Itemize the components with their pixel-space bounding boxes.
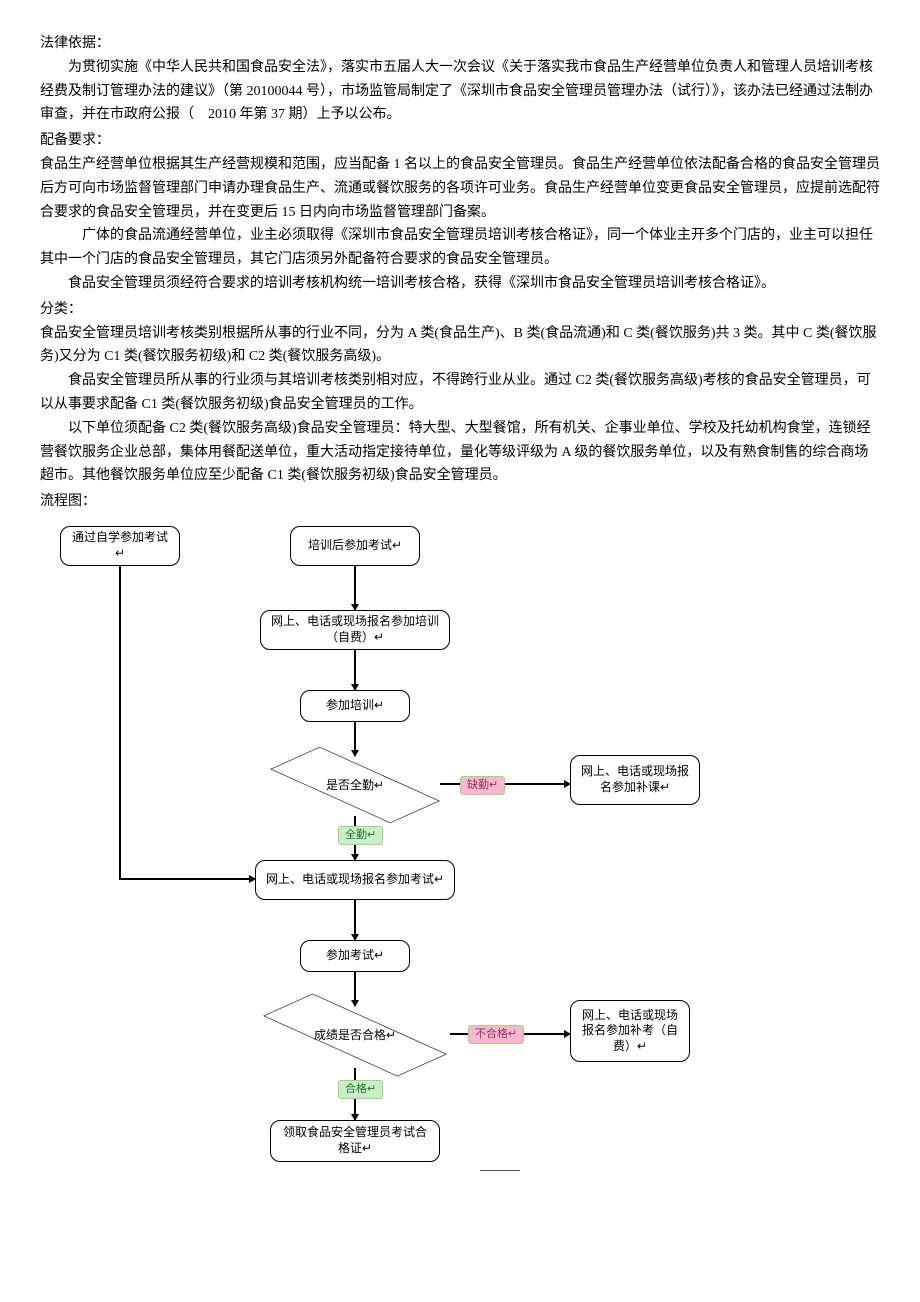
heading-flowchart: 流程图： [40,490,880,514]
node-pass-decision: 成绩是否合格↵ [260,1000,450,1070]
node-pass-label: 成绩是否合格↵ [314,1025,396,1045]
arrow-down-icon [351,854,359,861]
arrow-right-icon [249,875,256,883]
node-self-study: 通过自学参加考试↵ [60,526,180,566]
para-req-1: 食品生产经营单位根据其生产经营规模和范围，应当配备 1 名以上的食品安全管理员。… [40,153,880,224]
edge [119,566,121,880]
heading-legal-basis: 法律依据： [40,32,880,56]
badge-absent: 缺勤↵ [460,776,505,795]
node-register-training: 网上、电话或现场报名参加培训（自费）↵ [260,610,450,650]
node-register-exam: 网上、电话或现场报名参加考试↵ [255,860,455,900]
page-marker [480,1170,520,1171]
para-req-2: 广体的食品流通经营单位，业主必须取得《深圳市食品安全管理员培训考核合格证》，同一… [40,224,880,272]
arrow-right-icon [564,780,571,788]
node-full-attendance-label: 是否全勤↵ [326,775,384,795]
heading-classification: 分类： [40,298,880,322]
para-class-1: 食品安全管理员培训考核类别根据所从事的行业不同，分为 A 类(食品生产)、B 类… [40,322,880,370]
badge-pass: 合格↵ [338,1080,383,1099]
node-take-exam: 参加考试↵ [300,940,410,972]
badge-full-attendance: 全勤↵ [338,826,383,845]
node-makeup-class: 网上、电话或现场报名参加补课↵ [570,755,700,805]
node-attend-training: 参加培训↵ [300,690,410,722]
arrow-down-icon [351,684,359,691]
arrow-down-icon [351,604,359,611]
arrow-down-icon [351,1000,359,1007]
flowchart-container: 通过自学参加考试↵ 培训后参加考试↵ 网上、电话或现场报名参加培训（自费）↵ 参… [40,520,760,1180]
heading-requirements: 配备要求： [40,129,880,153]
node-retake-exam: 网上、电话或现场报名参加补考（自费）↵ [570,1000,690,1062]
arrow-down-icon [351,1114,359,1121]
badge-fail: 不合格↵ [468,1025,524,1044]
para-legal-basis: 为贯彻实施《中华人民共和国食品安全法》，落实市五届人大一次会议《关于落实我市食品… [40,56,880,127]
arrow-down-icon [351,750,359,757]
node-full-attendance-decision: 是否全勤↵ [270,750,440,820]
arrow-down-icon [351,934,359,941]
node-receive-cert: 领取食品安全管理员考试合格证↵ [270,1120,440,1162]
para-class-2: 食品安全管理员所从事的行业须与其培训考核类别相对应，不得跨行业从业。通过 C2 … [40,369,880,417]
para-class-3: 以下单位须配备 C2 类(餐饮服务高级)食品安全管理员：特大型、大型餐馆，所有机… [40,417,880,488]
edge [119,878,255,880]
arrow-right-icon [564,1030,571,1038]
para-req-3: 食品安全管理员须经符合要求的培训考核机构统一培训考核合格，获得《深圳市食品安全管… [40,272,880,296]
node-after-training: 培训后参加考试↵ [290,526,420,566]
